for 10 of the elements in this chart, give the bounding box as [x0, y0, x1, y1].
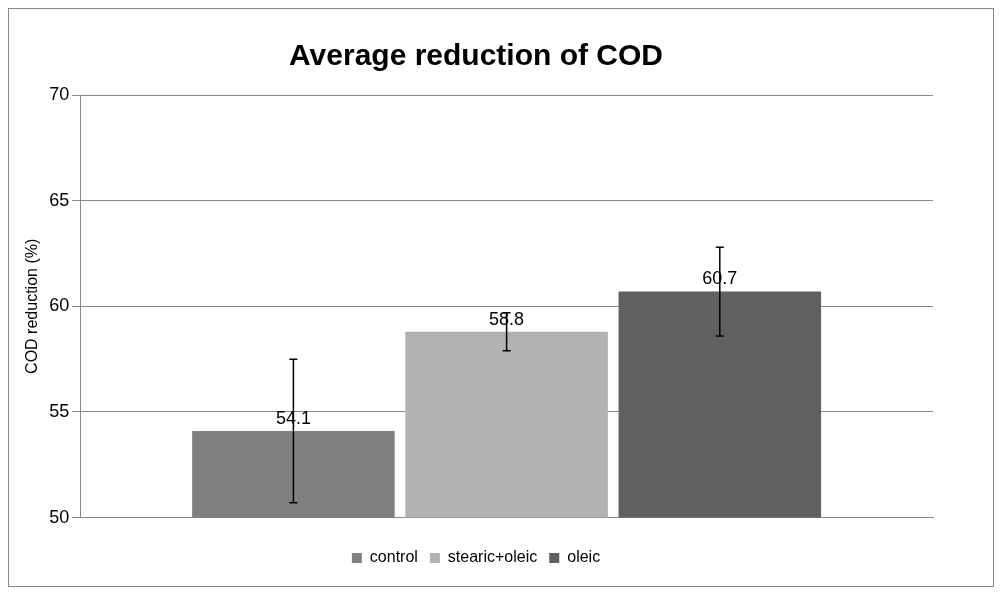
y-tick-label: 65: [49, 189, 70, 210]
y-tick-label: 50: [49, 506, 70, 527]
chart-title: Average reduction of COD: [289, 38, 663, 72]
legend-label: control: [369, 548, 418, 566]
y-axis-title: COD reduction (%): [23, 238, 41, 374]
y-tick-label: 55: [49, 400, 70, 421]
legend-label: oleic: [567, 548, 601, 566]
y-tick-label: 70: [49, 83, 70, 104]
legend-label: stearic+oleic: [447, 548, 538, 566]
y-tick-label: 60: [49, 295, 70, 316]
